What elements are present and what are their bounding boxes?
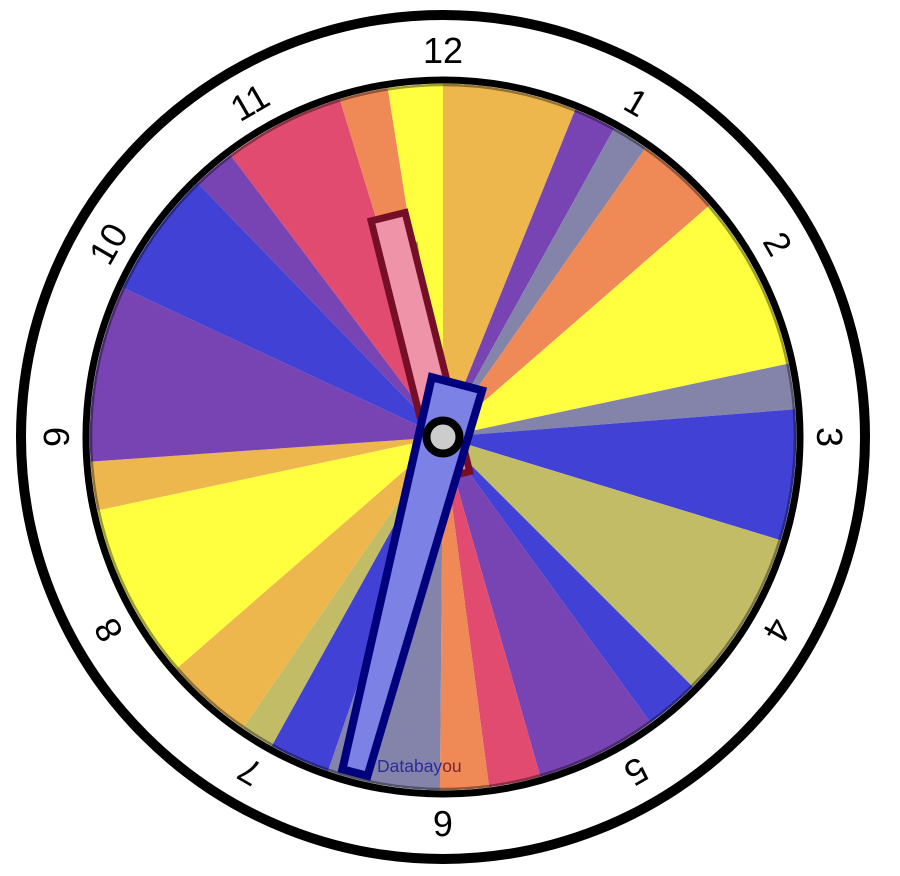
- pie-segment-8: [443, 437, 693, 723]
- pie-segment-19: [123, 183, 443, 437]
- pie-segment-5: [443, 363, 795, 437]
- clock-color-segments: [82, 76, 804, 798]
- pie-segment-edge-5: [786, 363, 796, 410]
- pie-segment-21: [230, 99, 443, 437]
- pie-segment-edge-4: [707, 205, 789, 365]
- pie-segment-11: [439, 437, 490, 790]
- pie-segment-16: [97, 437, 443, 669]
- pie-segment-15: [176, 437, 443, 728]
- pie-segment-edge-14: [242, 726, 273, 746]
- pie-segment-edge-2: [613, 128, 646, 150]
- pie-segment-edge-16: [97, 509, 179, 669]
- pie-segment-9: [443, 437, 651, 777]
- brand-link[interactable]: Databayou: [377, 756, 462, 776]
- clock-hands: [337, 208, 488, 781]
- pie-segment-0: [443, 84, 576, 437]
- pie-segment-edge-8: [649, 685, 693, 723]
- pie-segment-edge-15: [176, 667, 245, 729]
- pie-segment-edge-22: [339, 88, 389, 102]
- pie-segment-edge-1: [574, 109, 615, 131]
- pie-segment-edge-10: [488, 774, 541, 788]
- pie-segment-4: [443, 205, 789, 437]
- pie-segment-17: [90, 437, 443, 511]
- pie-segment-3: [443, 147, 710, 437]
- pie-segment-edge-3: [644, 147, 710, 207]
- pie-segment-edge-11: [439, 784, 490, 791]
- brand-text-secondary[interactable]: ou: [442, 756, 461, 776]
- pie-segment-14: [243, 437, 443, 746]
- brand-text-primary[interactable]: Databay: [377, 756, 442, 776]
- pie-segment-edge-20: [197, 154, 232, 185]
- hour-number-6: 6: [433, 803, 453, 844]
- pie-segment-edge-13: [271, 743, 329, 772]
- pie-segment-edge-18: [89, 287, 126, 462]
- pie-segment-2: [443, 128, 646, 437]
- center-cap: [422, 416, 464, 458]
- pie-segment-1: [443, 109, 615, 437]
- pie-segment-edge-17: [90, 461, 100, 511]
- pie-segment-6: [443, 409, 796, 541]
- pie-segment-edge-23: [387, 83, 444, 91]
- pie-segment-edge-19: [122, 182, 200, 289]
- pie-segment-10: [443, 437, 541, 787]
- pie-segment-edge-6: [778, 409, 797, 541]
- pie-segment-7: [443, 437, 781, 687]
- pie-segment-edge-0: [442, 83, 576, 112]
- pie-segment-edge-21: [230, 99, 341, 157]
- hour-number-9: 9: [36, 427, 77, 447]
- pie-segment-edge-7: [691, 539, 781, 687]
- pie-segment-18: [90, 287, 444, 462]
- hour-number-3: 3: [809, 427, 850, 447]
- hour-hand: [337, 372, 488, 781]
- hour-number-12: 12: [423, 30, 463, 71]
- pie-segment-edge-12: [327, 768, 440, 791]
- pie-segment-20: [197, 155, 443, 437]
- pie-segment-edge-9: [539, 720, 651, 777]
